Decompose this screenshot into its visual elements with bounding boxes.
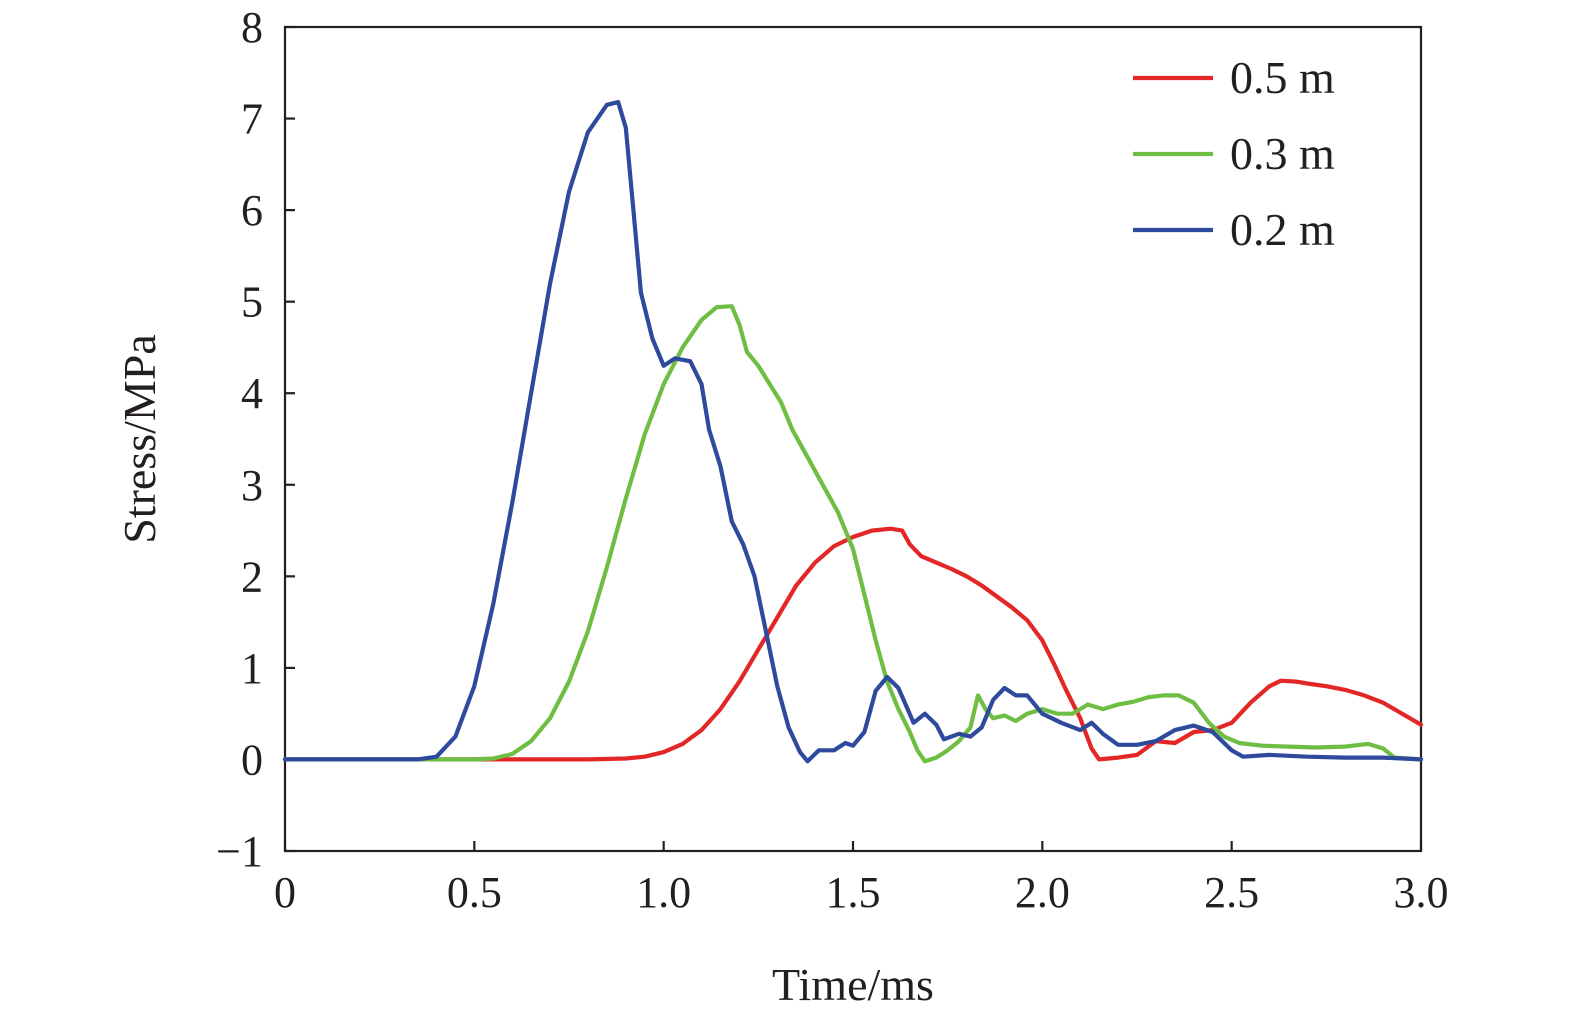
y-tick-label: 6 (241, 186, 263, 235)
x-axis: 0 0.5 1.0 1.5 2.0 2.5 3.0 (274, 841, 1449, 917)
x-tick-label: 3.0 (1394, 868, 1449, 917)
y-axis: −1 0 1 2 3 4 5 6 7 8 (216, 3, 295, 876)
y-tick-label: 3 (241, 461, 263, 510)
y-axis-label: Stress/MPa (114, 334, 165, 544)
x-axis-label: Time/ms (772, 959, 934, 1010)
legend-label-0: 0.5 m (1230, 52, 1335, 103)
y-tick-label: −1 (216, 827, 263, 876)
x-tick-label: 0 (274, 868, 296, 917)
legend-label-1: 0.3 m (1230, 128, 1335, 179)
series-line-2 (282, 100, 1424, 764)
legend: 0.5 m 0.3 m 0.2 m (1133, 52, 1335, 255)
series-group (282, 100, 1424, 764)
y-tick-label: 8 (241, 3, 263, 52)
x-tick-label: 1.5 (826, 868, 881, 917)
x-tick-label: 0.5 (447, 868, 502, 917)
x-tick-label: 2.5 (1204, 868, 1259, 917)
y-tick-label: 5 (241, 278, 263, 327)
legend-label-2: 0.2 m (1230, 204, 1335, 255)
x-tick-label: 2.0 (1015, 868, 1070, 917)
y-tick-label: 7 (241, 95, 263, 144)
series-line-0 (282, 526, 1424, 762)
y-tick-label: 2 (241, 552, 263, 601)
y-tick-label: 0 (241, 735, 263, 784)
series-line-1 (282, 304, 1424, 764)
y-tick-label: 4 (241, 369, 263, 418)
y-tick-label: 1 (241, 644, 263, 693)
x-tick-label: 1.0 (636, 868, 691, 917)
